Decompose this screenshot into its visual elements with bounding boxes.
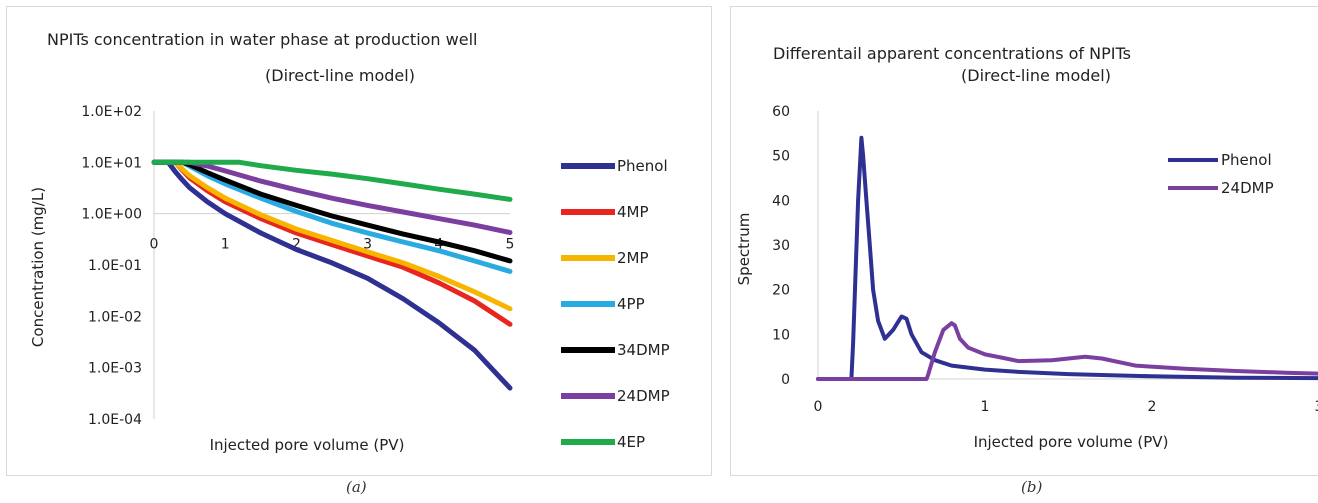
y-tick-label: 20 xyxy=(772,283,790,299)
series-line-phenol xyxy=(816,135,1318,381)
y-tick-label: 50 xyxy=(772,149,790,165)
y-tick-label: 1.0E-01 xyxy=(88,258,142,274)
chart-b-xlabel: Injected pore volume (PV) xyxy=(974,433,1169,451)
x-tick-label: 4 xyxy=(434,237,443,253)
chart-a-svg: NPITs concentration in water phase at pr… xyxy=(29,30,670,454)
y-tick-label: 60 xyxy=(772,104,790,120)
y-tick-label: 10 xyxy=(772,327,790,343)
x-tick-label: 2 xyxy=(292,237,301,253)
chart-b-subtitle: (Direct-line model) xyxy=(961,66,1111,85)
chart-a-xlabel: Injected pore volume (PV) xyxy=(210,436,405,454)
y-tick-label: 1.0E+00 xyxy=(81,207,142,223)
legend-label: 24DMP xyxy=(1221,179,1274,197)
x-tick-label: 1 xyxy=(981,399,990,415)
x-tick-label: 0 xyxy=(814,399,823,415)
series-line-4ep xyxy=(151,159,513,202)
chart-b-x-axis: 0 1 2 3 xyxy=(814,378,1318,415)
y-tick-label: 1.0E+02 xyxy=(81,104,142,120)
chart-a-legend: Phenol 4MP 2MP 4PP 34DMP 24DMP 4EP xyxy=(561,157,670,451)
y-tick-label: 1.0E-04 xyxy=(88,412,142,428)
chart-b-ylabel: Spectrum xyxy=(735,213,753,286)
series-line-2mp xyxy=(151,159,513,312)
chart-a-ylabel: Concentration (mg/L) xyxy=(29,187,47,347)
series-line-24dmp xyxy=(151,159,513,235)
caption-b: (b) xyxy=(1021,478,1043,496)
chart-panel-a: NPITs concentration in water phase at pr… xyxy=(6,6,712,476)
x-tick-label: 5 xyxy=(506,237,515,253)
x-tick-label: 3 xyxy=(363,237,372,253)
chart-a-y-axis: 1.0E+02 1.0E+01 1.0E+00 1.0E-01 1.0E-02 1.0E-… xyxy=(81,104,155,428)
x-tick-label: 1 xyxy=(221,237,230,253)
legend-label: 2MP xyxy=(617,249,649,267)
y-tick-label: 0 xyxy=(781,372,790,388)
chart-b-y-axis: 0 10 20 30 40 50 60 xyxy=(772,104,819,388)
y-tick-label: 1.0E-03 xyxy=(88,361,142,377)
chart-a-series-lines xyxy=(151,159,513,391)
caption-a: (a) xyxy=(346,478,367,496)
y-tick-label: 1.0E+01 xyxy=(81,155,142,171)
series-line-phenol xyxy=(151,159,513,391)
y-tick-label: 40 xyxy=(772,193,790,209)
x-tick-label: 3 xyxy=(1315,399,1318,415)
y-tick-label: 1.0E-02 xyxy=(88,309,142,325)
legend-label: 34DMP xyxy=(617,341,670,359)
x-tick-label: 0 xyxy=(150,237,159,253)
legend-label: 4PP xyxy=(617,295,645,313)
series-line-24dmp xyxy=(816,321,1318,381)
legend-label: 24DMP xyxy=(617,387,670,405)
chart-a-subtitle: (Direct-line model) xyxy=(265,66,415,85)
legend-label: Phenol xyxy=(617,157,668,175)
legend-label: 4EP xyxy=(617,433,645,451)
chart-b-series-lines xyxy=(816,135,1318,381)
chart-b-legend: Phenol 24DMP xyxy=(1168,151,1274,197)
chart-b-svg: Differentail apparent concentrations of … xyxy=(735,44,1318,451)
chart-b-title: Differentail apparent concentrations of … xyxy=(773,44,1131,63)
chart-a-title: NPITs concentration in water phase at pr… xyxy=(47,30,477,49)
legend-label: Phenol xyxy=(1221,151,1272,169)
legend-label: 4MP xyxy=(617,203,649,221)
chart-panel-b: Differentail apparent concentrations of … xyxy=(730,6,1318,476)
x-tick-label: 2 xyxy=(1148,399,1157,415)
y-tick-label: 30 xyxy=(772,238,790,254)
